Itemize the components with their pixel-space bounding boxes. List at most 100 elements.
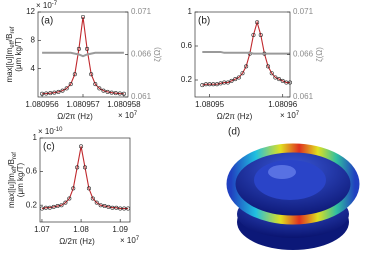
x-axis-label: Ω/2π (Hz) [59,237,95,246]
data-point [93,82,98,87]
y-tick-label: 8 [31,35,36,44]
multiplier-exponent: 7 [134,111,138,117]
panel-d-illustration [226,143,360,250]
y-axis-label-part: /B [5,34,14,42]
data-point [72,72,77,77]
data-point [90,196,95,201]
y2-tick-label: 0.066 [293,50,314,59]
data-point [75,165,80,170]
y-axis-label-part: max|[u]|m [5,47,14,82]
x-tick-label: 1.080956 [25,100,59,109]
multiplier-exponent: 7 [136,236,140,242]
data-point [280,78,285,83]
x-tick-label: 1.07 [34,225,50,234]
series-line [42,51,124,58]
data-point [52,90,57,95]
y2-tick-label: 0.071 [293,7,314,16]
panel-label: (d) [228,127,240,138]
data-point [255,20,260,25]
multiplier-base: × 10 [120,236,136,245]
data-point [67,196,72,201]
axis-multiplier: × 107 [118,111,138,121]
y-axis-label-subscript: eff [10,41,16,48]
data-point [114,205,119,210]
multiplier-exponent: -7 [52,1,58,7]
data-point [118,206,123,211]
y-axis-label-subscript: eff [12,166,18,173]
y-tick-label: 0.6 [26,167,38,176]
shape-top [254,160,326,200]
data-point [55,204,60,209]
data-point [122,206,127,211]
series-line [41,146,129,210]
shape-highlight [268,165,296,179]
data-point [110,205,115,210]
x-axis-label: Ω/2π (Hz) [217,112,253,121]
y-axis-label-part: max|[u]|m [7,173,16,208]
data-point [64,86,69,91]
data-point [113,91,118,96]
multiplier-base: × 10 [280,111,296,120]
data-point [86,186,91,191]
data-point [105,89,110,94]
y2-axis-label: ζ(Ω) [153,47,162,62]
data-point [258,32,263,37]
data-point [273,75,278,80]
data-point [117,91,122,96]
y-axis-label: max|[u]|meff/Bref [7,152,17,208]
data-point [98,203,103,208]
y-tick-label: 0.2 [26,200,38,209]
y-axis-label-subscript: ref [10,26,16,33]
data-point [94,200,99,205]
data-point [106,204,111,209]
y2-tick-label: 0.061 [131,92,152,101]
panel-label: (a) [41,16,53,27]
x-tick-label: 1.08 [73,225,89,234]
data-point [218,81,223,86]
data-point [83,165,88,170]
panel-label: (b) [198,16,210,27]
y2-axis-label: ζ(Ω) [315,47,324,62]
data-point [71,186,76,191]
y-tick-label: 0.2 [181,75,193,84]
series-line [42,16,124,95]
series-line [202,20,290,86]
data-point [214,82,219,87]
data-point [233,77,238,82]
y-axis-unit: (μm kg/T) [16,162,25,197]
data-point [236,75,241,80]
y-axis-unit: (μm kg/T) [14,37,23,72]
data-point [43,205,48,210]
axis-multiplier: × 10-7 [36,1,58,11]
data-point [63,200,68,205]
data-point [85,46,90,51]
multiplier-base: × 10 [38,127,54,136]
data-point [109,90,114,95]
data-point [81,14,86,19]
data-point [266,64,271,69]
y-axis-label: max|[u]|meff/Bref [5,26,15,82]
x-tick-label: 1.08096 [268,100,297,109]
y2-tick-label: 0.061 [293,92,314,101]
data-point [79,144,84,149]
data-point [101,88,106,93]
data-point [44,91,49,96]
x-axis-label: Ω/2π (Hz) [57,112,93,121]
data-point [200,83,205,88]
data-point [47,205,52,210]
data-point [89,72,94,77]
x-tick-label: 1.09 [112,225,128,234]
data-point [251,32,256,37]
data-point [229,78,234,83]
data-point [76,46,81,51]
panel-label: (c) [43,142,55,153]
data-point [102,204,107,209]
axis-multiplier: × 10-10 [38,127,63,137]
data-point [97,86,102,91]
series-line [202,50,290,55]
y2-tick-label: 0.066 [131,50,152,59]
data-point [51,204,56,209]
data-point [59,203,64,208]
x-tick-label: 1.080958 [107,100,141,109]
